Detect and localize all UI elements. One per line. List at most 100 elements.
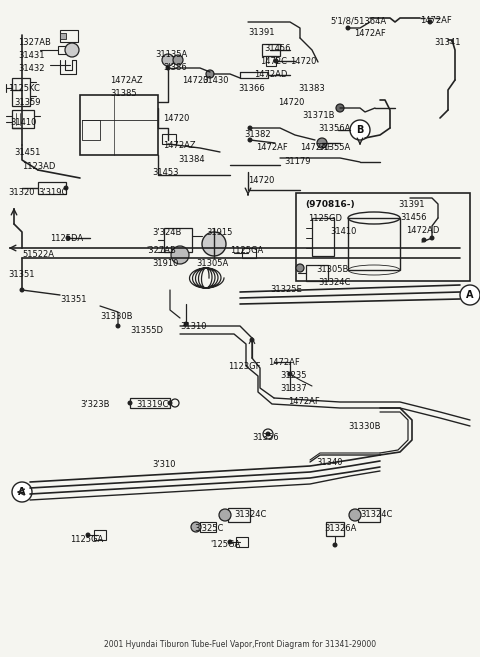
Text: 51522A: 51522A — [22, 250, 54, 259]
Text: 14720: 14720 — [278, 98, 304, 107]
Bar — [58, 46, 68, 54]
Text: 31325E: 31325E — [270, 285, 302, 294]
Text: 31355A: 31355A — [318, 143, 350, 152]
Circle shape — [20, 288, 24, 292]
Text: 5'1/8/51364A: 5'1/8/51364A — [330, 16, 386, 25]
Bar — [348, 218, 400, 270]
Text: 31383: 31383 — [298, 84, 325, 93]
Text: 31391: 31391 — [248, 28, 275, 37]
Circle shape — [171, 246, 189, 264]
Text: 31324C: 31324C — [234, 510, 266, 519]
Text: 31451: 31451 — [14, 148, 40, 157]
Text: 31310: 31310 — [180, 322, 206, 331]
Circle shape — [202, 232, 226, 256]
Text: 31385: 31385 — [110, 89, 137, 98]
Bar — [94, 530, 106, 540]
Bar — [312, 218, 334, 256]
Bar — [266, 56, 276, 66]
Text: 31432: 31432 — [18, 64, 45, 73]
Text: (970816-): (970816-) — [305, 200, 355, 209]
Text: 14720: 14720 — [182, 76, 208, 85]
Text: '327AB: '327AB — [146, 246, 176, 255]
Circle shape — [333, 543, 337, 547]
Text: 3'319C: 3'319C — [38, 188, 67, 197]
Text: 31135A: 31135A — [155, 50, 187, 59]
Bar — [60, 33, 66, 39]
Text: 31915: 31915 — [206, 228, 232, 237]
Bar — [162, 134, 176, 144]
Text: 31319C: 31319C — [136, 400, 168, 409]
Text: 1472AZ: 1472AZ — [163, 141, 196, 150]
Text: 31356: 31356 — [252, 433, 278, 442]
Text: 1125GA: 1125GA — [230, 246, 263, 255]
Text: 14720: 14720 — [163, 114, 190, 123]
Circle shape — [162, 54, 174, 66]
Bar — [236, 537, 248, 547]
Circle shape — [65, 43, 79, 57]
Text: 31324C: 31324C — [318, 278, 350, 287]
Bar — [262, 44, 280, 56]
Bar — [164, 228, 192, 252]
Circle shape — [349, 509, 361, 521]
Text: 31330B: 31330B — [100, 312, 132, 321]
Circle shape — [128, 401, 132, 405]
Bar — [38, 182, 66, 194]
Bar — [228, 508, 250, 522]
Circle shape — [430, 235, 434, 240]
Text: 1472AF: 1472AF — [420, 16, 452, 25]
Text: 31340: 31340 — [316, 458, 343, 467]
Text: 31410: 31410 — [10, 118, 36, 127]
Circle shape — [166, 66, 170, 70]
Circle shape — [346, 26, 350, 30]
Text: A: A — [466, 290, 474, 300]
Text: 31320: 31320 — [8, 188, 35, 197]
Bar — [12, 110, 34, 128]
Circle shape — [228, 539, 232, 545]
Text: 1123GF: 1123GF — [228, 362, 261, 371]
Text: 1472AF: 1472AF — [354, 29, 386, 38]
Text: 3'310: 3'310 — [152, 460, 176, 469]
Text: 1125DA: 1125DA — [50, 234, 83, 243]
Text: 1123AD: 1123AD — [22, 162, 55, 171]
Text: 3'325C: 3'325C — [194, 524, 223, 533]
Circle shape — [248, 137, 252, 143]
Text: 31910: 31910 — [152, 259, 179, 268]
Text: 31371B: 31371B — [302, 111, 335, 120]
Circle shape — [274, 58, 278, 64]
Text: A: A — [18, 487, 26, 497]
Circle shape — [12, 482, 32, 502]
Circle shape — [168, 401, 172, 405]
Text: 31341: 31341 — [434, 38, 460, 47]
Circle shape — [428, 20, 432, 24]
Text: 14720: 14720 — [290, 57, 316, 66]
Text: 1472AF: 1472AF — [256, 143, 288, 152]
Bar — [60, 30, 78, 42]
Circle shape — [350, 120, 370, 140]
Text: 3'324B: 3'324B — [152, 228, 181, 237]
Bar — [200, 522, 216, 532]
Text: 3'323B: 3'323B — [80, 400, 109, 409]
Circle shape — [317, 138, 327, 148]
Text: 31351: 31351 — [8, 270, 35, 279]
Text: 31179: 31179 — [284, 157, 311, 166]
Circle shape — [421, 237, 427, 242]
Text: 31366: 31366 — [238, 84, 265, 93]
Text: 31456: 31456 — [264, 44, 290, 53]
Text: 31305B: 31305B — [316, 265, 348, 274]
Bar — [130, 398, 170, 408]
Text: 1472AZ: 1472AZ — [110, 76, 143, 85]
Text: 31430: 31430 — [202, 76, 228, 85]
Circle shape — [191, 522, 201, 532]
Text: 1472AF: 1472AF — [288, 397, 320, 406]
Text: 1472AF: 1472AF — [300, 143, 332, 152]
Bar — [80, 95, 158, 155]
Text: 31330B: 31330B — [348, 422, 381, 431]
Circle shape — [288, 371, 292, 376]
Circle shape — [250, 338, 254, 342]
Bar — [306, 265, 328, 281]
Text: 31359: 31359 — [14, 98, 40, 107]
Text: 3'386: 3'386 — [163, 63, 187, 72]
Text: 1125GD: 1125GD — [308, 214, 342, 223]
Circle shape — [183, 321, 189, 327]
Text: 1472AD: 1472AD — [254, 70, 288, 79]
